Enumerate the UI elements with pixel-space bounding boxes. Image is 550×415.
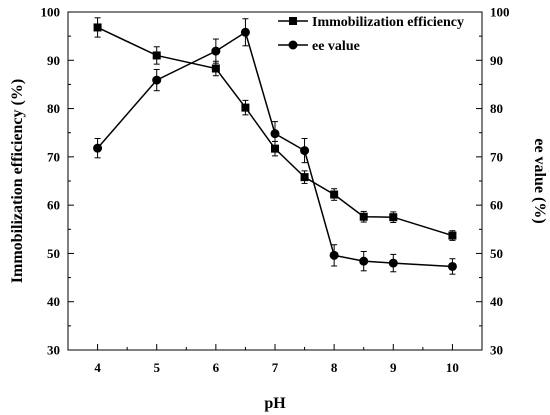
data-point-ee	[359, 256, 369, 266]
data-point-immobilization	[389, 213, 398, 222]
x-tick-label: 8	[331, 360, 338, 375]
y-right-tick-label: 80	[490, 101, 503, 116]
y-left-tick-label: 30	[47, 343, 60, 358]
x-axis: 4 5 6 7 8 9 10	[67, 344, 483, 375]
data-point-immobilization	[330, 190, 339, 199]
y-right-tick-label: 40	[490, 294, 503, 309]
data-point-ee	[211, 46, 221, 56]
y-left-tick-label: 100	[41, 5, 61, 20]
y-left-tick-label: 70	[47, 149, 60, 164]
legend: Immobilization efficiency ee value	[278, 15, 464, 54]
y-left-tick-label: 40	[47, 294, 60, 309]
data-point-immobilization	[152, 51, 161, 60]
y-right-tick-label: 90	[490, 53, 503, 68]
y-left-tick-label: 50	[47, 246, 60, 261]
y-right-tick-label: 100	[490, 5, 510, 20]
data-point-immobilization	[271, 144, 279, 153]
data-point-ee	[152, 75, 162, 85]
x-tick-label: 9	[390, 360, 397, 375]
data-point-ee	[388, 258, 398, 268]
x-tick-label: 5	[153, 360, 160, 375]
x-tick-label: 4	[94, 360, 101, 375]
data-point-ee	[447, 261, 457, 271]
data-point-ee	[300, 146, 310, 156]
y-right-tick-label: 60	[490, 198, 503, 213]
legend-marker-circle	[288, 40, 298, 50]
y-axis-right-title: ee value (%)	[531, 138, 548, 223]
data-point-immobilization	[241, 103, 250, 112]
series-line-immobilization	[97, 26, 453, 237]
y-left-tick-label: 80	[47, 101, 60, 116]
plot-frame	[67, 11, 483, 351]
data-point-immobilization	[93, 23, 102, 32]
x-axis-title: pH	[264, 395, 286, 412]
data-point-ee	[329, 250, 339, 260]
legend-label-ee: ee value	[312, 39, 360, 54]
legend-marker-square	[289, 17, 297, 25]
x-tick-label: 6	[213, 360, 220, 375]
data-point-immobilization	[359, 212, 368, 221]
y-axis-left-title: Immobilization efficiency (%)	[9, 79, 26, 283]
series-layer	[93, 17, 457, 275]
data-point-immobilization	[448, 231, 457, 240]
x-tick-label: 10	[446, 360, 459, 375]
series-line-ee	[97, 31, 453, 268]
x-tick-label: 7	[272, 360, 279, 375]
legend-label-immobilization: Immobilization efficiency	[312, 15, 464, 30]
y-left-tick-label: 60	[47, 198, 60, 213]
data-point-immobilization	[300, 173, 309, 182]
y-right-tick-label: 50	[490, 246, 503, 261]
y-axis-left: 30 40 50 60 70 80 90 100	[41, 5, 74, 358]
data-point-ee	[240, 27, 250, 37]
y-left-tick-label: 90	[47, 53, 60, 68]
plot-area	[67, 11, 483, 351]
y-right-tick-label: 30	[490, 343, 503, 358]
data-point-immobilization	[211, 64, 220, 73]
data-point-ee	[93, 143, 103, 153]
y-axis-right: 30 40 50 60 70 80 90 100	[476, 5, 510, 358]
data-point-ee	[270, 129, 280, 139]
y-right-tick-label: 70	[490, 149, 503, 164]
